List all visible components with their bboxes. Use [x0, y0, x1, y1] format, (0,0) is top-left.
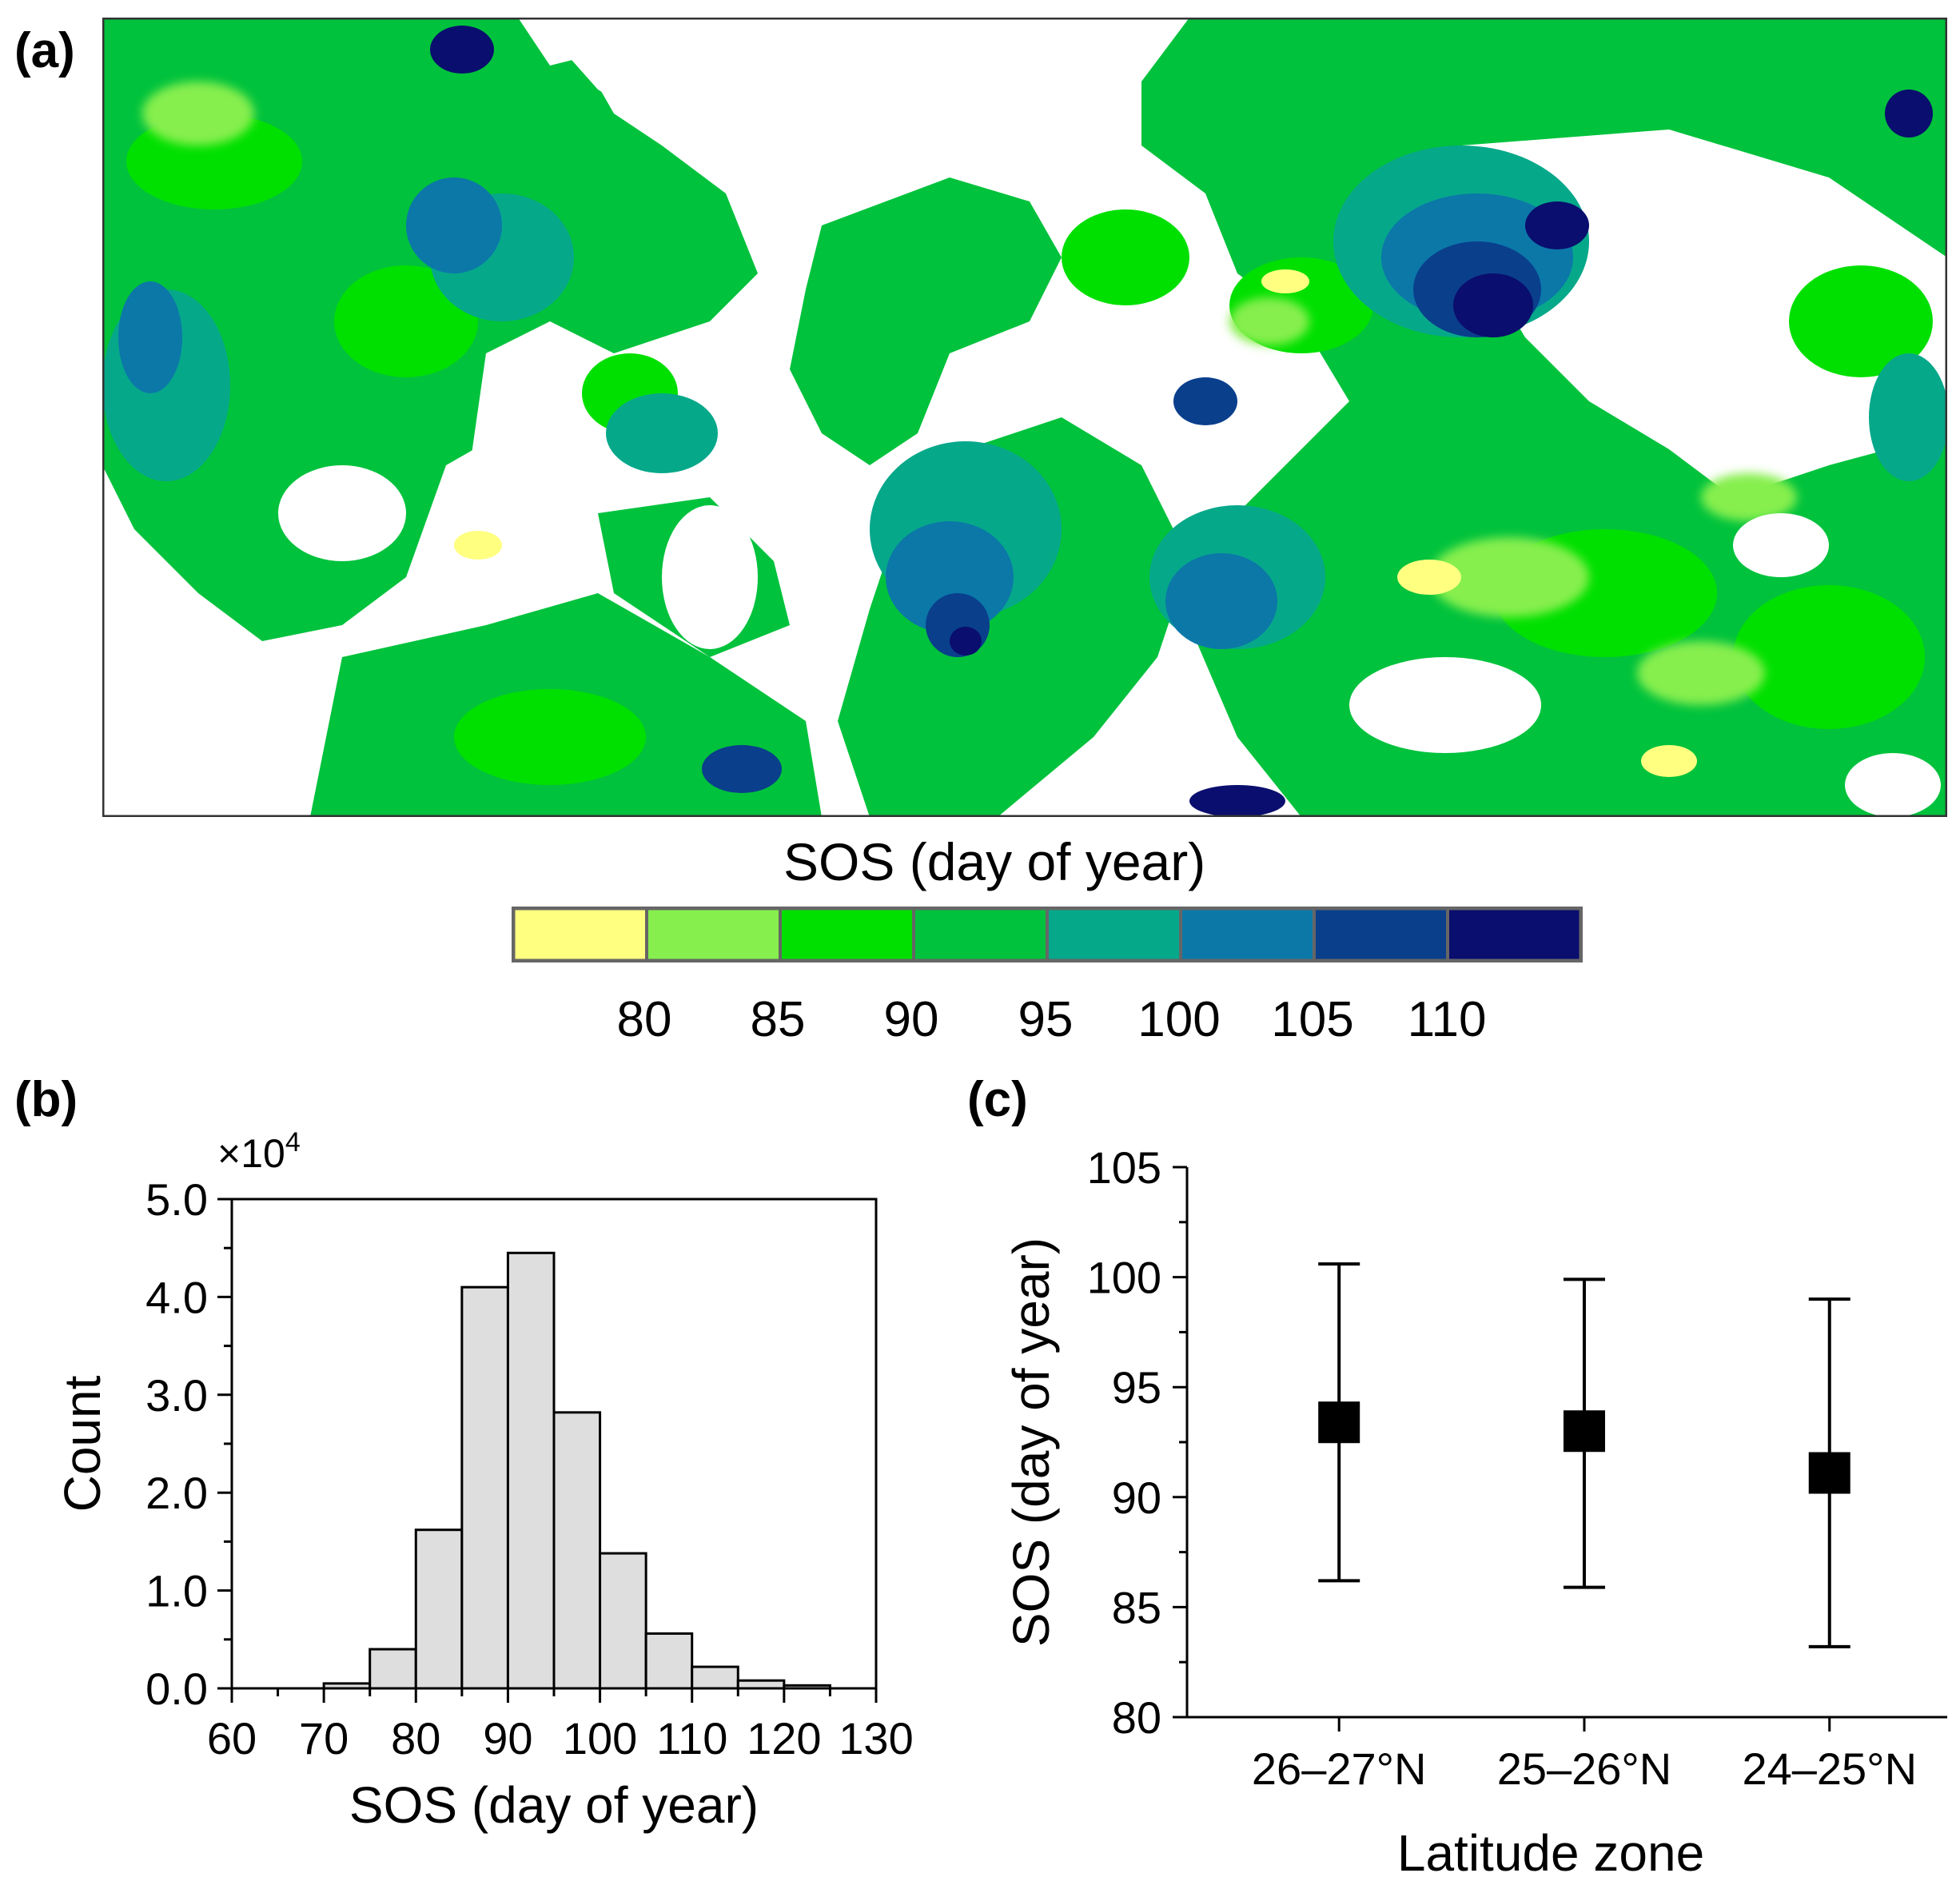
colorbar-border	[512, 907, 1583, 962]
pc-point	[1318, 1401, 1360, 1444]
sos-map	[102, 18, 1947, 817]
hist-y-tick-label: 5.0	[145, 1174, 208, 1225]
colorbar	[512, 907, 1583, 962]
hist-bar	[368, 1648, 417, 1690]
colorbar-tick: 80	[616, 992, 672, 1047]
colorbar-title: SOS (day of year)	[783, 832, 1206, 891]
pc-x-tick-label: 26–27°N	[1252, 1744, 1427, 1794]
colorbar-swatch	[512, 907, 648, 962]
hist-x-tick-label: 120	[747, 1713, 821, 1763]
hist-y-tick-label: 3.0	[145, 1370, 208, 1421]
colorbar-swatch	[1179, 907, 1316, 962]
sos-map-raster	[102, 18, 1947, 817]
pc-y-axis-title: SOS (day of year)	[1002, 1237, 1060, 1647]
hist-y-tick-label: 0.0	[145, 1664, 208, 1714]
pc-y-tick-label: 100	[1087, 1253, 1161, 1303]
colorbar-swatch	[779, 907, 915, 962]
histogram-chart: 60 70 80 90 100 110 120 130 0.0 1.0 2.0 3.0 4.0 5.0 ×…	[54, 1127, 914, 1834]
map-frame	[102, 18, 1947, 817]
hist-x-axis-title: SOS (day of year)	[349, 1776, 759, 1834]
panel-a-label: (a)	[14, 23, 75, 78]
hist-x-tick-label: 110	[656, 1713, 727, 1763]
pc-y-tick-label: 105	[1087, 1142, 1161, 1193]
hist-x-tick-label: 80	[391, 1713, 440, 1763]
colorbar-tick: 90	[883, 992, 939, 1047]
hist-y-axis-title: Count	[54, 1375, 111, 1512]
pc-point	[1563, 1410, 1605, 1453]
latitude-sos-chart: 80 85 90 95 100 105 26–27°N 25–26°N 24–25°N Lati…	[1002, 1142, 1947, 1882]
colorbar-tick: 105	[1271, 992, 1354, 1047]
colorbar-tick: 110	[1407, 992, 1487, 1047]
pc-y-tick-label: 95	[1112, 1362, 1161, 1413]
hist-bar	[552, 1411, 602, 1690]
pc-point	[1808, 1452, 1850, 1494]
pc-x-axis-title: Latitude zone	[1397, 1824, 1704, 1882]
colorbar-tick: 95	[1018, 992, 1074, 1047]
colorbar-tick: 100	[1137, 992, 1221, 1047]
colorbar-swatch	[912, 907, 1049, 962]
hist-bar	[599, 1552, 647, 1690]
hist-bar	[414, 1528, 464, 1690]
hist-y-tick-label: 4.0	[145, 1272, 208, 1322]
pc-y-tick-label: 90	[1112, 1473, 1161, 1523]
pc-y-tick-label: 80	[1112, 1692, 1161, 1743]
hist-bar	[460, 1285, 509, 1690]
hist-bar	[644, 1632, 694, 1690]
hist-x-tick-label: 100	[563, 1713, 637, 1763]
hist-y-tick-label: 2.0	[145, 1468, 208, 1518]
colorbar-swatch	[1446, 907, 1583, 962]
hist-x-tick-label: 70	[299, 1713, 349, 1763]
pc-x-tick-label: 25–26°N	[1497, 1744, 1672, 1794]
colorbar-swatch	[1313, 907, 1449, 962]
hist-x-tick-label: 130	[839, 1713, 913, 1763]
colorbar-swatch	[1046, 907, 1182, 962]
hist-multiplier: ×104	[217, 1127, 301, 1176]
colorbar-swatch	[645, 907, 782, 962]
panel-b-label: (b)	[14, 1072, 78, 1127]
pc-y-tick-label: 85	[1112, 1582, 1161, 1632]
panel-c-label: (c)	[967, 1072, 1028, 1127]
hist-x-tick-label: 60	[207, 1713, 257, 1763]
pc-x-tick-label: 24–25°N	[1742, 1744, 1917, 1794]
hist-bar	[691, 1665, 739, 1690]
hist-y-tick-label: 1.0	[145, 1566, 208, 1616]
hist-x-tick-label: 90	[483, 1713, 532, 1763]
hist-bar	[506, 1251, 556, 1690]
colorbar-tick: 85	[750, 992, 806, 1047]
